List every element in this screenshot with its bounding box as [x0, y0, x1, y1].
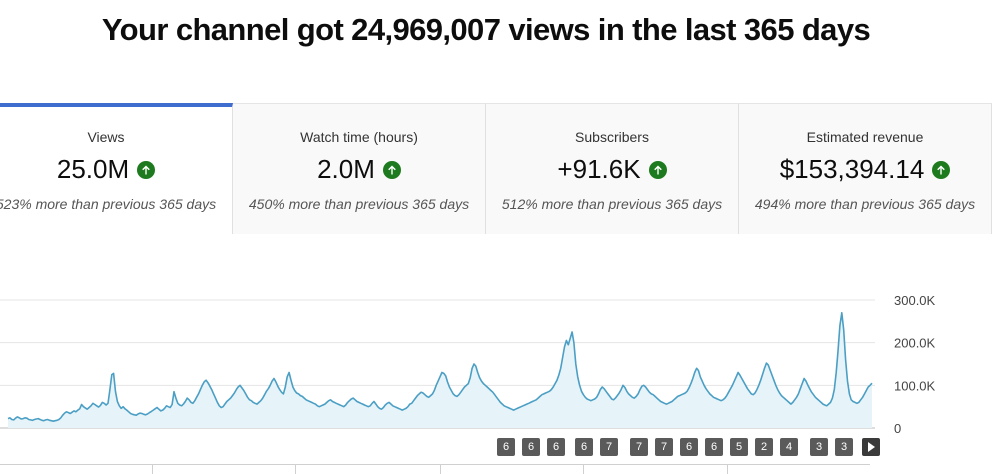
card-watch-time[interactable]: Watch time (hours) 2.0M 450% more than p…	[233, 103, 486, 234]
arrow-up-circle-icon	[137, 160, 156, 179]
bottom-divider-tick	[295, 464, 296, 474]
play-next-icon[interactable]	[862, 438, 880, 456]
y-tick-label: 300.0K	[894, 293, 936, 308]
annotation-marker[interactable]: 6	[575, 438, 593, 456]
y-tick-label: 200.0K	[894, 336, 936, 351]
annotation-marker[interactable]: 2	[755, 438, 773, 456]
card-views[interactable]: Views 25.0M 523% more than previous 365 …	[0, 103, 233, 234]
annotation-marker[interactable]: 6	[522, 438, 540, 456]
card-value: +91.6K	[557, 154, 641, 184]
annotation-marker[interactable]: 6	[680, 438, 698, 456]
y-tick-label: 0	[894, 421, 901, 436]
annotation-marker[interactable]: 4	[780, 438, 798, 456]
card-comparison: 494% more than previous 365 days	[754, 196, 976, 212]
bottom-divider-tick	[727, 464, 728, 474]
arrow-up-circle-icon	[932, 160, 951, 179]
card-comparison: 450% more than previous 365 days	[248, 196, 470, 212]
views-area-fill	[8, 312, 872, 428]
bottom-divider-tick	[440, 464, 441, 474]
card-label: Subscribers	[575, 129, 649, 145]
bottom-divider-tick	[152, 464, 153, 474]
card-value: 2.0M	[317, 154, 375, 184]
card-label: Views	[87, 129, 125, 145]
card-label: Watch time (hours)	[300, 129, 418, 145]
annotation-marker[interactable]: 3	[810, 438, 828, 456]
page-title: Your channel got 24,969,007 views in the…	[101, 12, 871, 47]
arrow-up-circle-icon	[382, 160, 401, 179]
annotation-marker[interactable]: 6	[705, 438, 723, 456]
annotation-marker[interactable]: 7	[655, 438, 673, 456]
annotation-marker[interactable]: 6	[497, 438, 515, 456]
card-subscribers[interactable]: Subscribers +91.6K 512% more than previo…	[486, 103, 739, 234]
card-value: $153,394.14	[779, 154, 925, 184]
card-value: 25.0M	[56, 154, 130, 184]
views-series-line[interactable]	[7, 312, 873, 422]
card-comparison: 523% more than previous 365 days	[0, 196, 217, 212]
bottom-axis-divider	[0, 464, 870, 465]
y-tick-label: 100.0K	[894, 378, 936, 393]
annotation-marker[interactable]: 6	[547, 438, 565, 456]
annotation-marker[interactable]: 7	[600, 438, 618, 456]
card-label: Estimated revenue	[806, 129, 924, 145]
annotation-marker[interactable]: 3	[835, 438, 853, 456]
bottom-divider-tick	[583, 464, 584, 474]
annotation-marker[interactable]: 7	[630, 438, 648, 456]
card-estimated-revenue[interactable]: Estimated revenue $153,394.14 494% more …	[739, 103, 992, 234]
card-comparison: 512% more than previous 365 days	[501, 196, 723, 212]
metric-cards: Views 25.0M 523% more than previous 365 …	[0, 103, 992, 234]
arrow-up-circle-icon	[648, 160, 667, 179]
annotation-marker[interactable]: 5	[730, 438, 748, 456]
